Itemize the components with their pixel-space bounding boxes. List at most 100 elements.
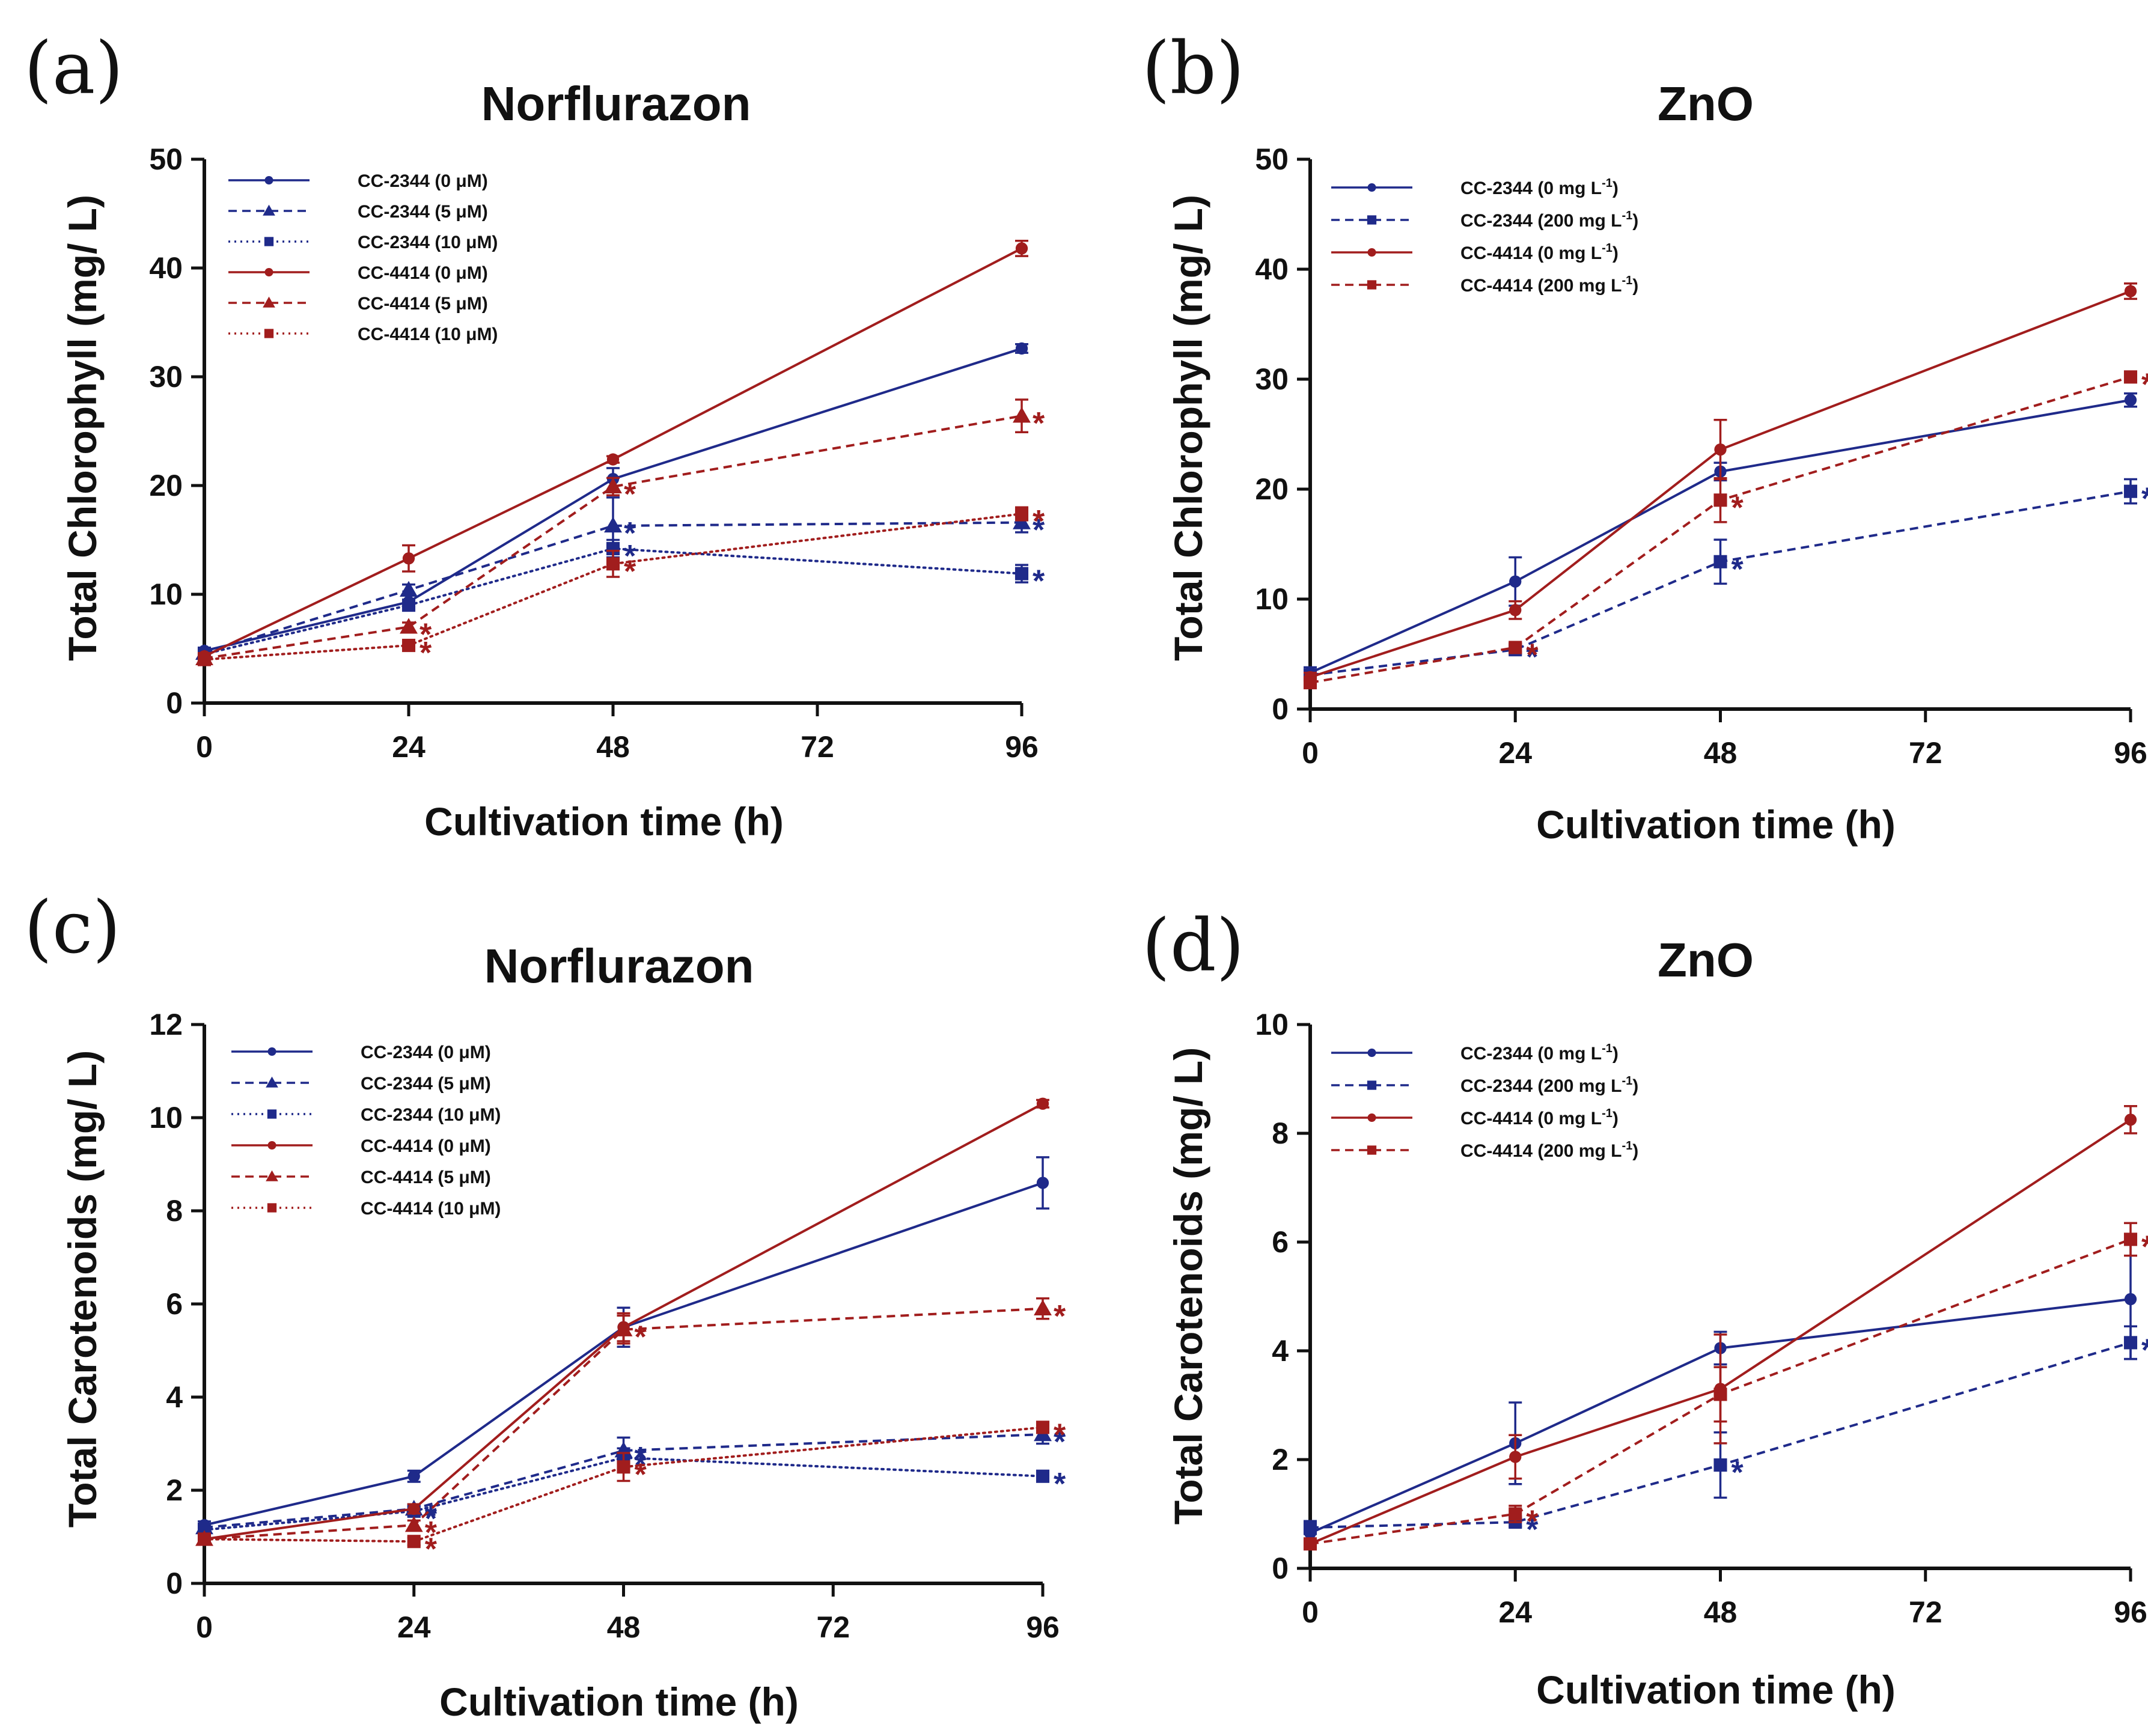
legend-item: CC-2344 (5 μM) bbox=[231, 1074, 491, 1094]
data-point bbox=[2124, 394, 2137, 406]
significance-star: * bbox=[1526, 640, 1539, 675]
y-tick-label: 4 bbox=[1272, 1334, 1289, 1368]
x-tick-label: 24 bbox=[1498, 736, 1532, 770]
x-axis-label: Cultivation time (h) bbox=[439, 1680, 799, 1724]
y-tick-label: 10 bbox=[1255, 1008, 1289, 1041]
data-point bbox=[1015, 342, 1028, 355]
series-line bbox=[203, 1456, 1044, 1531]
data-point bbox=[1015, 242, 1028, 255]
x-tick-label: 0 bbox=[196, 1610, 213, 1644]
x-tick-label: 72 bbox=[1909, 1595, 1942, 1629]
data-point bbox=[1034, 1299, 1052, 1315]
y-tick-label: 2 bbox=[1272, 1443, 1289, 1476]
x-tick-label: 48 bbox=[1704, 736, 1738, 770]
legend-marker bbox=[1367, 183, 1376, 192]
legend-item: CC-4414 (5 μM) bbox=[228, 294, 488, 314]
legend-marker bbox=[267, 1141, 276, 1150]
significance-star: * bbox=[425, 1532, 438, 1567]
legend-marker bbox=[264, 329, 274, 338]
data-point bbox=[2123, 1232, 2138, 1246]
y-tick-label: 20 bbox=[1255, 472, 1289, 506]
data-point bbox=[407, 1535, 421, 1549]
data-point bbox=[1713, 1387, 1727, 1401]
significance-star: * bbox=[1033, 406, 1045, 441]
data-point bbox=[1509, 604, 1522, 617]
legend-marker bbox=[264, 237, 274, 246]
significance-star: * bbox=[1033, 564, 1045, 599]
series-line bbox=[204, 1102, 1043, 1541]
significance-star: * bbox=[635, 1448, 647, 1483]
data-series: *** bbox=[197, 1418, 1066, 1567]
x-tick-label: 0 bbox=[196, 730, 213, 764]
y-axis-label: Total Carotenoids (mg/ L) bbox=[1166, 1047, 1210, 1524]
legend-item: CC-2344 (0 μM) bbox=[231, 1043, 491, 1062]
x-axis-label: Cultivation time (h) bbox=[424, 799, 784, 844]
significance-star: * bbox=[1526, 1505, 1539, 1540]
data-point bbox=[1509, 641, 1522, 654]
data-series: *** bbox=[1303, 478, 2148, 682]
legend-label: CC-2344 (5 μM) bbox=[361, 1074, 491, 1094]
chart-title: Norflurazon bbox=[481, 77, 751, 130]
data-point bbox=[2123, 484, 2138, 498]
data-point bbox=[2124, 285, 2137, 297]
data-point bbox=[606, 541, 620, 556]
data-point bbox=[604, 477, 622, 494]
data-point bbox=[1036, 1469, 1050, 1483]
legend-marker bbox=[266, 1170, 278, 1181]
data-point bbox=[197, 1532, 212, 1546]
y-tick-label: 10 bbox=[1255, 582, 1289, 616]
y-tick-label: 30 bbox=[1255, 362, 1289, 396]
x-tick-label: 72 bbox=[1909, 736, 1942, 770]
data-series: *** bbox=[197, 504, 1045, 671]
legend-label: CC-2344 (0 mg L-1) bbox=[1460, 177, 1619, 198]
y-tick-label: 8 bbox=[1272, 1116, 1289, 1150]
series-line bbox=[204, 347, 1022, 653]
legend-item: CC-2344 (5 μM) bbox=[228, 202, 488, 222]
legend-item: CC-4414 (200 mg L-1) bbox=[1331, 274, 1638, 296]
data-point bbox=[1713, 555, 1727, 568]
y-tick-label: 4 bbox=[166, 1380, 183, 1414]
y-tick-label: 50 bbox=[149, 142, 183, 176]
series-line bbox=[203, 513, 1023, 661]
data-point bbox=[2123, 1336, 2138, 1350]
significance-star: * bbox=[1054, 1299, 1066, 1334]
data-series: ** bbox=[197, 538, 1045, 661]
series-line bbox=[1310, 376, 2131, 684]
legend-label: CC-4414 (200 mg L-1) bbox=[1460, 274, 1638, 296]
data-point bbox=[197, 653, 212, 666]
chart-title: ZnO bbox=[1658, 77, 1754, 130]
significance-star: * bbox=[1526, 1512, 1539, 1547]
legend: CC-2344 (0 μM) CC-2344 (5 μM) CC-2344 (10 … bbox=[228, 171, 498, 344]
y-tick-label: 6 bbox=[166, 1287, 183, 1321]
data-point bbox=[407, 1470, 420, 1482]
significance-star: * bbox=[1054, 1467, 1066, 1502]
data-point bbox=[1013, 407, 1031, 423]
legend-label: CC-2344 (200 mg L-1) bbox=[1460, 209, 1638, 231]
series-line bbox=[1310, 1238, 2131, 1546]
legend-marker bbox=[1367, 1145, 1377, 1155]
legend-label: CC-2344 (200 mg L-1) bbox=[1460, 1074, 1638, 1096]
significance-star: * bbox=[635, 1457, 647, 1492]
x-axis-label: Cultivation time (h) bbox=[1536, 802, 1896, 847]
legend-marker bbox=[263, 204, 275, 216]
data-point bbox=[1713, 493, 1727, 507]
chart-title: Norflurazon bbox=[484, 939, 754, 993]
legend-item: CC-4414 (0 mg L-1) bbox=[1331, 1107, 1619, 1128]
data-point bbox=[606, 557, 620, 571]
data-point bbox=[1036, 1177, 1049, 1189]
data-point bbox=[401, 639, 416, 653]
panel-d: (d) ZnO Total Carotenoids (mg/ L) Cultiv… bbox=[1142, 904, 2148, 1712]
x-tick-label: 24 bbox=[392, 730, 426, 764]
x-tick-label: 96 bbox=[1026, 1610, 1060, 1644]
data-point bbox=[2124, 1293, 2137, 1306]
panel-b: (b) ZnO Total Chlorophyll (mg/ L) Cultiv… bbox=[1142, 27, 2148, 847]
data-point bbox=[1303, 1537, 1317, 1551]
y-tick-label: 0 bbox=[166, 1567, 183, 1600]
data-series: *** bbox=[195, 1297, 1066, 1550]
legend-item: CC-4414 (10 μM) bbox=[228, 324, 498, 344]
y-tick-label: 50 bbox=[1255, 142, 1289, 176]
legend-label: CC-4414 (0 μM) bbox=[361, 1136, 491, 1156]
series-line bbox=[1310, 290, 2131, 678]
y-tick-label: 8 bbox=[166, 1194, 183, 1228]
